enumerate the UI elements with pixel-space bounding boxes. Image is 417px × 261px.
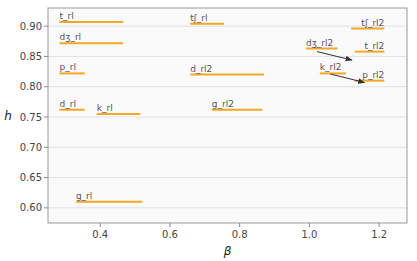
x-tick <box>309 223 310 227</box>
y-tick-label: 0.65 <box>20 172 42 183</box>
segment-label: p_rl2 <box>362 70 384 80</box>
x-tick <box>239 223 240 227</box>
x-tick <box>100 223 101 227</box>
segment-label: tʃ_rl2 <box>361 18 384 28</box>
segment <box>190 74 264 76</box>
x-tick-label: 1.2 <box>371 229 387 240</box>
y-tick-label: 0.75 <box>20 112 42 123</box>
x-tick-label: 0.4 <box>92 229 108 240</box>
segment-label: k_rl2 <box>320 62 342 72</box>
segment <box>97 113 141 115</box>
grid-line <box>48 177 407 178</box>
y-tick-label: 0.70 <box>20 142 42 153</box>
y-tick-label: 0.85 <box>20 51 42 62</box>
segment <box>60 21 123 23</box>
x-tick-label: 0.8 <box>232 229 248 240</box>
segment-label: d_rl2 <box>190 64 212 74</box>
segment-label: dʒ_rl2 <box>306 38 333 48</box>
segment-label: d_rl <box>60 99 76 109</box>
y-tick-label: 0.60 <box>20 202 42 213</box>
segment-label: tʃ_rl <box>190 13 207 23</box>
segment-label: t_rl <box>60 11 74 21</box>
segment <box>306 48 337 50</box>
chart: 0.60 0.65 0.70 0.75 0.80 0.85 0.90 0.4 0.6 0.8 1.0… <box>0 0 417 261</box>
segment-label: t_rl2 <box>364 41 384 51</box>
x-tick <box>379 223 380 227</box>
segment <box>60 42 123 44</box>
marks <box>60 22 385 202</box>
y-tick-label: 0.90 <box>20 21 42 32</box>
x-tick-label: 0.6 <box>162 229 178 240</box>
grid-line <box>48 26 407 27</box>
segment <box>320 72 346 74</box>
segment <box>60 72 85 74</box>
x-axis-label: β <box>223 244 232 258</box>
segment <box>351 28 384 30</box>
segment-label: dʒ_rl <box>60 32 82 42</box>
y-tick <box>44 177 48 178</box>
y-axis-label: h <box>4 109 12 123</box>
x-tick-label: 1.0 <box>301 229 317 240</box>
segment <box>190 23 224 25</box>
segment <box>76 201 142 203</box>
y-tick <box>44 207 48 208</box>
grid-line <box>48 147 407 148</box>
y-tick <box>44 56 48 57</box>
segment <box>60 109 85 111</box>
y-tick <box>44 26 48 27</box>
grid-line <box>48 56 407 57</box>
y-tick <box>44 147 48 148</box>
grid-line <box>48 117 407 118</box>
x-tick <box>169 223 170 227</box>
y-tick <box>44 86 48 87</box>
segment-label: g_rl <box>76 191 92 201</box>
plot-area <box>48 8 407 223</box>
y-tick-label: 0.80 <box>20 81 42 92</box>
segment-label: g_rl2 <box>212 99 234 109</box>
segment-label: k_rl <box>97 103 113 113</box>
y-tick <box>44 117 48 118</box>
segment <box>355 51 385 53</box>
segment-label: p_rl <box>60 62 76 72</box>
plot-frame <box>48 8 407 223</box>
grid-line <box>48 207 407 208</box>
arrow <box>317 52 352 60</box>
arrow <box>330 74 364 82</box>
grid-line <box>48 86 407 87</box>
segment <box>212 109 263 111</box>
